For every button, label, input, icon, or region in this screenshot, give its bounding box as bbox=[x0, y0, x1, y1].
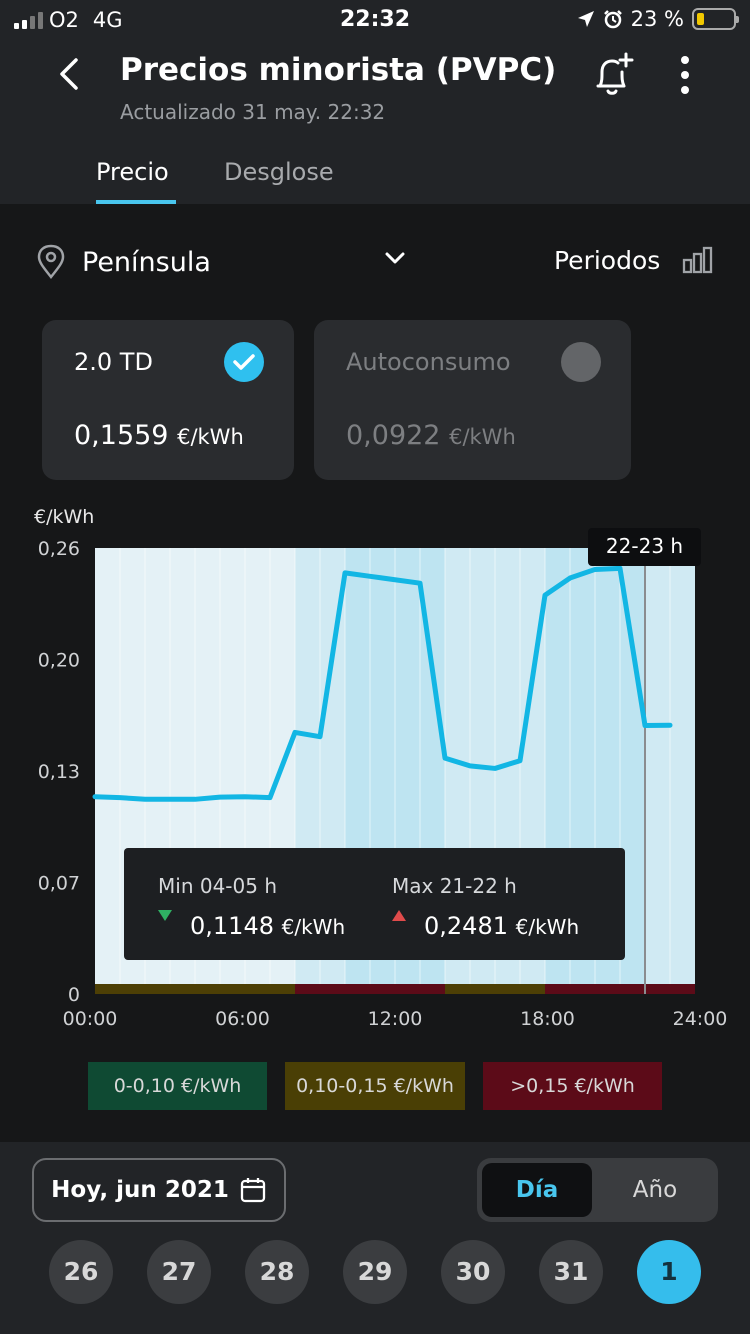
tab-desglose[interactable]: Desglose bbox=[224, 158, 334, 186]
network-label: 4G bbox=[92, 8, 123, 32]
legend-mid: 0,10-0,15 €/kWh bbox=[285, 1062, 465, 1110]
down-triangle-icon bbox=[158, 910, 172, 921]
x-tick-label: 18:00 bbox=[520, 1008, 575, 1030]
period-bar-4 bbox=[545, 984, 645, 994]
x-tick-label: 00:00 bbox=[63, 1008, 118, 1030]
location-arrow-icon bbox=[577, 11, 594, 27]
period-bar-2 bbox=[345, 984, 445, 994]
period-bar-0 bbox=[95, 984, 295, 994]
day-chip-26[interactable]: 26 bbox=[49, 1240, 113, 1304]
page-title: Precios minorista (PVPC) bbox=[120, 52, 557, 88]
max-value: 0,2481 bbox=[424, 912, 508, 940]
region-label: Península bbox=[82, 246, 211, 278]
max-label: Max 21-22 h bbox=[392, 874, 517, 898]
x-tick-label: 12:00 bbox=[368, 1008, 423, 1030]
tariff-name: 2.0 TD bbox=[74, 348, 153, 376]
region-selector[interactable]: Península bbox=[36, 244, 211, 280]
date-picker-button[interactable]: Hoy, jun 2021 bbox=[32, 1158, 286, 1222]
tariff-unit: €/kWh bbox=[449, 425, 516, 449]
clock: 22:32 bbox=[339, 7, 411, 32]
calendar-icon bbox=[240, 1178, 265, 1203]
toggle-dia[interactable]: Día bbox=[482, 1163, 592, 1217]
y-tick-label: 0 bbox=[68, 984, 80, 1006]
y-axis-unit: €/kWh bbox=[34, 506, 95, 528]
day-chip-30[interactable]: 30 bbox=[441, 1240, 505, 1304]
price-line bbox=[92, 565, 673, 802]
y-tick-label: 0,20 bbox=[38, 650, 80, 672]
day-chip-31[interactable]: 31 bbox=[539, 1240, 603, 1304]
app-header: Precios minorista (PVPC) Actualizado 31 … bbox=[0, 40, 750, 204]
tariff-card-autoconsumo[interactable]: Autoconsumo 0,0922 €/kWh bbox=[314, 320, 631, 480]
view-toggle: Día Año bbox=[477, 1158, 718, 1222]
periodos-button[interactable]: Periodos bbox=[554, 246, 661, 275]
signal-icon bbox=[14, 11, 43, 29]
period-bar-1 bbox=[295, 984, 345, 994]
location-pin-icon bbox=[37, 244, 65, 280]
min-value: 0,1148 bbox=[190, 912, 274, 940]
min-max-panel: Min 04-05 h Max 21-22 h 0,1148 €/kWh 0,2… bbox=[124, 848, 625, 960]
min-unit: €/kWh bbox=[281, 915, 346, 939]
period-bar-3 bbox=[445, 984, 545, 994]
date-navigation: Hoy, jun 2021 Día Año 26 27 28 29 30 31 … bbox=[0, 1142, 750, 1334]
status-right: 23 % bbox=[577, 7, 739, 31]
up-triangle-icon bbox=[392, 910, 406, 921]
unchecked-radio-icon bbox=[561, 342, 601, 382]
min-label: Min 04-05 h bbox=[158, 874, 277, 898]
y-tick-label: 0,07 bbox=[38, 873, 80, 895]
active-tab-indicator bbox=[96, 200, 176, 204]
y-tick-label: 0,26 bbox=[38, 538, 80, 560]
tariff-price: 0,1559 bbox=[74, 420, 169, 451]
alarm-icon bbox=[603, 10, 622, 29]
selected-hour-label: 22-23 h bbox=[588, 528, 701, 566]
day-chip-1[interactable]: 1 bbox=[637, 1240, 701, 1304]
legend-high: >0,15 €/kWh bbox=[483, 1062, 662, 1110]
status-left: O2 4G bbox=[14, 8, 123, 32]
tariff-card-2td[interactable]: 2.0 TD 0,1559 €/kWh bbox=[42, 320, 294, 480]
chevron-down-icon[interactable] bbox=[384, 250, 406, 266]
add-alert-bell-icon[interactable] bbox=[588, 50, 636, 102]
x-tick-label: 06:00 bbox=[215, 1008, 270, 1030]
carrier-label: O2 bbox=[49, 8, 79, 32]
checkmark-icon bbox=[224, 342, 264, 382]
toggle-ano[interactable]: Año bbox=[632, 1177, 678, 1203]
more-options-icon[interactable] bbox=[672, 54, 698, 96]
updated-timestamp: Actualizado 31 may. 22:32 bbox=[120, 100, 386, 124]
bar-chart-icon[interactable] bbox=[682, 246, 714, 274]
tab-precio[interactable]: Precio bbox=[96, 158, 169, 186]
status-bar: O2 4G 22:32 23 % bbox=[0, 0, 750, 40]
day-chip-27[interactable]: 27 bbox=[147, 1240, 211, 1304]
max-unit: €/kWh bbox=[515, 915, 580, 939]
tariff-name: Autoconsumo bbox=[346, 348, 511, 376]
y-tick-label: 0,13 bbox=[38, 761, 80, 783]
back-arrow-icon[interactable] bbox=[52, 54, 88, 94]
period-bar-5 bbox=[645, 984, 695, 994]
legend-low: 0-0,10 €/kWh bbox=[88, 1062, 267, 1110]
tariff-price: 0,0922 bbox=[346, 420, 441, 451]
date-label: Hoy, jun 2021 bbox=[51, 1177, 229, 1203]
tariff-unit: €/kWh bbox=[177, 425, 244, 449]
battery-percent: 23 % bbox=[630, 7, 684, 31]
x-tick-label: 24:00 bbox=[673, 1008, 728, 1030]
day-chip-29[interactable]: 29 bbox=[343, 1240, 407, 1304]
battery-icon bbox=[692, 8, 739, 30]
day-chip-28[interactable]: 28 bbox=[245, 1240, 309, 1304]
